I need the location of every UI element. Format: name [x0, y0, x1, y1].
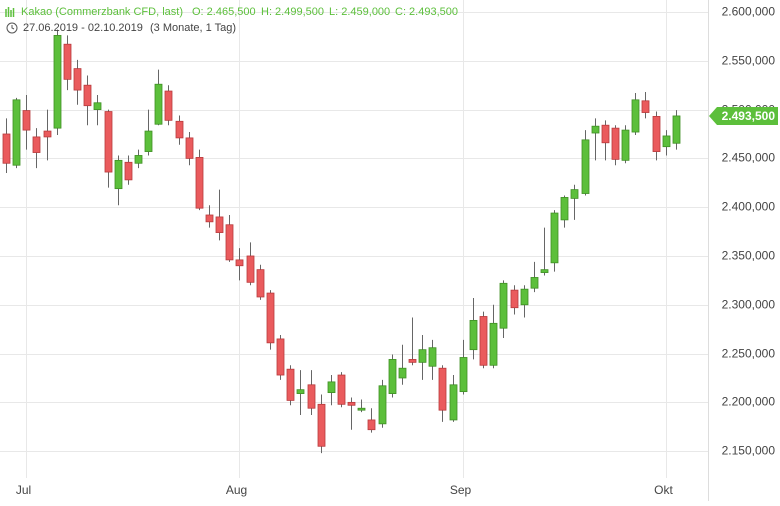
candle-body	[581, 139, 590, 194]
candle-body	[2, 133, 11, 164]
candle-body	[307, 384, 316, 409]
candle-body	[114, 159, 123, 190]
candle-body	[154, 83, 163, 125]
plot	[0, 0, 708, 478]
x-tick-label: Sep	[450, 483, 472, 497]
candle-body	[276, 338, 285, 376]
candle-body	[662, 135, 671, 148]
candle-body	[449, 384, 458, 421]
candle-body	[185, 137, 194, 159]
candle-body	[144, 130, 153, 152]
chart-title: Kakao (Commerzbank CFD, last)	[21, 6, 183, 18]
y-tick-label: 2.600,000	[722, 5, 776, 19]
y-tick-label: 2.350,000	[722, 249, 776, 263]
candle-body	[631, 99, 640, 133]
ohlc-label: C: 2.493,500	[395, 6, 458, 18]
candle-body	[327, 381, 336, 394]
y-tick-label: 2.300,000	[722, 298, 776, 312]
candle-body	[652, 116, 661, 152]
candle-body	[408, 359, 417, 363]
candle-body	[367, 419, 376, 431]
candle-body	[469, 319, 478, 351]
y-tick-label: 2.250,000	[722, 347, 776, 361]
candle-body	[296, 389, 305, 394]
candle-body	[337, 374, 346, 405]
y-tick-label: 2.200,000	[722, 395, 776, 409]
candle-body	[225, 224, 234, 261]
last-price-tag	[709, 106, 778, 125]
x-tick-label: Jul	[16, 483, 31, 497]
clock-hand	[11, 25, 15, 30]
x-tick-label: Okt	[654, 483, 673, 497]
candle-body	[357, 407, 366, 411]
candle-body	[388, 359, 397, 394]
period: (3 Monate, 1 Tag)	[150, 22, 236, 34]
last-price-label: 2.493,500	[722, 109, 776, 123]
candle-body	[540, 269, 549, 273]
candle-body	[530, 277, 539, 289]
candle-body	[134, 155, 143, 164]
candle-body	[73, 68, 82, 91]
clock-icon	[6, 22, 18, 34]
candle-body	[560, 197, 569, 221]
candle-body	[12, 99, 21, 166]
ohlc-label: L: 2.459,000	[329, 6, 390, 18]
candle-body	[63, 43, 72, 80]
candle-body	[317, 403, 326, 447]
candle-body	[621, 129, 630, 161]
candle-body	[510, 289, 519, 309]
candle-body	[672, 115, 681, 144]
candle-body	[641, 100, 650, 113]
candle-body	[256, 269, 265, 298]
candle-body	[520, 288, 529, 306]
candle-body	[591, 125, 600, 134]
candle-body	[499, 282, 508, 329]
candle-body	[489, 322, 498, 366]
candle-body	[398, 367, 407, 379]
header: Kakao (Commerzbank CFD, last) O: 2.465,5…	[5, 6, 458, 34]
ohlc-label: O: 2.465,500	[192, 6, 256, 18]
candle-body	[53, 35, 62, 129]
candle-body	[479, 316, 488, 366]
candle-body	[93, 102, 102, 110]
date-range: 27.06.2019 - 02.10.2019	[23, 22, 143, 34]
ohlc-label: H: 2.499,500	[261, 6, 324, 18]
candle-body	[164, 90, 173, 121]
candle-body	[459, 357, 468, 393]
y-tick-label: 2.450,000	[722, 151, 776, 165]
candle-body	[611, 127, 620, 160]
candle-body	[195, 157, 204, 209]
candle-body	[22, 110, 31, 131]
candle-body	[215, 216, 224, 233]
chart-icon	[5, 7, 15, 17]
candle-body	[428, 347, 437, 367]
candle-body	[175, 120, 184, 139]
candle-body	[418, 349, 427, 363]
candle-body	[378, 385, 387, 425]
candle-body	[104, 111, 113, 173]
y-tick-label: 2.550,000	[722, 54, 776, 68]
candle-body	[235, 259, 244, 267]
candle-body	[205, 214, 214, 223]
y-tick-label: 2.150,000	[722, 444, 776, 458]
candle-body	[246, 255, 255, 283]
candle-body	[438, 367, 447, 411]
candle-body	[570, 189, 579, 199]
x-tick-label: Aug	[226, 483, 247, 497]
candle-body	[83, 84, 92, 107]
candle-body	[347, 401, 356, 406]
candle-body	[266, 292, 275, 344]
candle-body	[124, 161, 133, 181]
y-tick-label: 2.400,000	[722, 200, 776, 214]
candle-body	[32, 136, 41, 153]
candle-body	[601, 124, 610, 144]
candle-body	[43, 130, 52, 138]
candle-body	[286, 368, 295, 401]
candle-body	[550, 212, 559, 264]
